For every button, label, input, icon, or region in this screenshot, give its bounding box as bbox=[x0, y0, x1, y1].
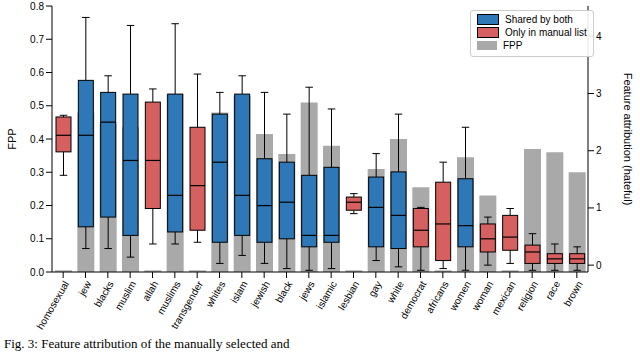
svg-text:africans: africans bbox=[424, 279, 451, 315]
svg-text:islamic: islamic bbox=[314, 279, 339, 311]
svg-text:0.3: 0.3 bbox=[30, 167, 44, 178]
html-text:Fig. 3: Feature attribution of: Fig. 3: Feature attribution of the manua… bbox=[4, 336, 290, 351]
svg-text:homosexual: homosexual bbox=[35, 279, 71, 331]
svg-text:0.1: 0.1 bbox=[30, 233, 44, 244]
svg-text:muslims: muslims bbox=[154, 279, 183, 317]
svg-text:0.2: 0.2 bbox=[30, 200, 44, 211]
svg-text:democrat: democrat bbox=[398, 279, 428, 321]
html-text:FPP: FPP bbox=[503, 40, 523, 51]
svg-text:islam: islam bbox=[229, 279, 250, 305]
svg-text:religion: religion bbox=[514, 279, 540, 312]
svg-text:FPP: FPP bbox=[8, 128, 18, 149]
svg-text:0.8: 0.8 bbox=[30, 1, 44, 12]
svg-text:white: white bbox=[384, 279, 406, 306]
svg-text:jew: jew bbox=[76, 278, 94, 298]
svg-text:allah: allah bbox=[140, 279, 160, 303]
svg-text:mexican: mexican bbox=[490, 279, 518, 317]
svg-text:0.7: 0.7 bbox=[30, 34, 44, 45]
svg-text:jews: jews bbox=[297, 279, 317, 303]
svg-text:blacks: blacks bbox=[92, 279, 116, 309]
svg-text:woman: woman bbox=[469, 279, 496, 313]
svg-text:black: black bbox=[273, 278, 295, 305]
svg-text:race: race bbox=[543, 279, 562, 302]
svg-text:lesbian: lesbian bbox=[336, 279, 361, 312]
svg-text:4: 4 bbox=[596, 31, 602, 42]
svg-text:muslim: muslim bbox=[113, 279, 138, 312]
svg-text:0: 0 bbox=[596, 260, 602, 271]
svg-text:brown: brown bbox=[562, 279, 585, 308]
html-text:Only in manual list: Only in manual list bbox=[505, 27, 587, 38]
svg-text:Feature attribution (hateful): Feature attribution (hateful) bbox=[622, 73, 632, 206]
svg-text:0.5: 0.5 bbox=[30, 100, 44, 111]
svg-text:gay: gay bbox=[366, 279, 384, 298]
svg-text:transgender: transgender bbox=[169, 278, 206, 330]
svg-text:3: 3 bbox=[596, 88, 602, 99]
svg-text:1: 1 bbox=[596, 202, 602, 213]
svg-text:jewish: jewish bbox=[248, 279, 272, 309]
svg-text:2: 2 bbox=[596, 145, 602, 156]
svg-text:whites: whites bbox=[203, 279, 227, 310]
svg-text:0.0: 0.0 bbox=[30, 267, 44, 278]
html-text:Shared by both: Shared by both bbox=[505, 14, 573, 25]
svg-text:0.6: 0.6 bbox=[30, 67, 44, 78]
svg-text:women: women bbox=[447, 279, 473, 313]
svg-text:0.4: 0.4 bbox=[30, 134, 44, 145]
